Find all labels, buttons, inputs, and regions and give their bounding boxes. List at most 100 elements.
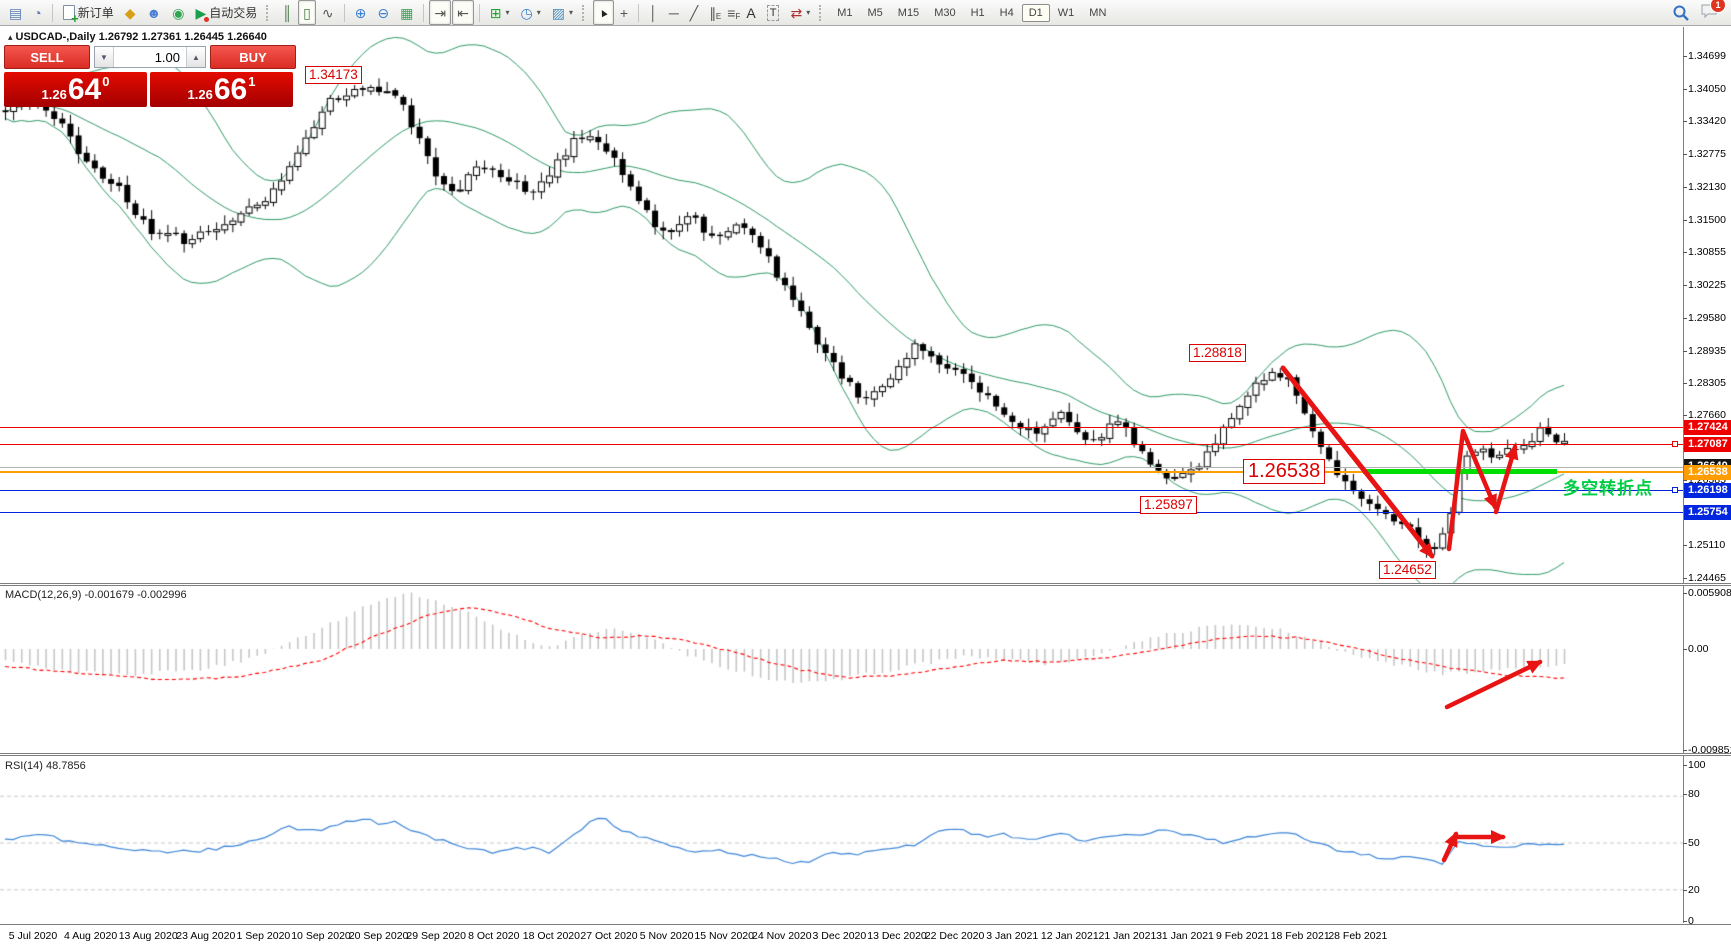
horizontal-line-button[interactable]: ─ (664, 0, 684, 25)
new-chart-button[interactable]: ⊞ ▾ (485, 0, 515, 25)
level-line-1.27424[interactable] (0, 427, 1683, 428)
zoom-in-button[interactable]: ⊕ (350, 0, 372, 25)
fibonacci-button[interactable]: ≡ F (722, 0, 740, 25)
bar-chart-button[interactable]: ║ (277, 0, 297, 25)
timeframe-m30-button[interactable]: M30 (934, 6, 956, 19)
timeframe-h1-button[interactable]: H1 (970, 6, 985, 19)
price-annotation[interactable]: 1.28818 (1189, 344, 1246, 362)
level-line-1.26538[interactable] (0, 471, 1683, 473)
date-tick: 9 Feb 2021 (1216, 930, 1270, 942)
chart-shift-button[interactable]: ⇤ (452, 0, 474, 25)
axis-tick: 1.32775 (1683, 148, 1726, 160)
chevron-down-icon[interactable]: ▾ (505, 8, 510, 17)
timeframe-d1-button[interactable]: D1 (1021, 3, 1050, 22)
macd-rsi-separator[interactable] (0, 753, 1731, 756)
autotrading-button[interactable]: ▶ 自动交易 (190, 0, 262, 25)
signals-button[interactable]: ◉ (167, 0, 189, 25)
axis-tick: 1.34699 (1683, 50, 1726, 62)
notifications-button[interactable]: 1 (1700, 0, 1726, 24)
buy-price-pip: 1 (248, 74, 256, 89)
chevron-down-icon[interactable]: ▾ (536, 8, 541, 17)
rsi-chart-canvas[interactable] (0, 756, 1683, 923)
cursor-button[interactable]: ▲ (593, 0, 614, 25)
time-axis[interactable]: 5 Jul 2020 4 Aug 2020 13 Aug 2020 23 Aug 20… (0, 924, 1731, 950)
timeframe-w1-button[interactable]: W1 (1057, 6, 1075, 19)
price-tag-1.26198: 1.26198 (1684, 483, 1731, 498)
axis-tick: 80 (1683, 788, 1700, 800)
tile-windows-button[interactable]: ▦ (395, 0, 418, 25)
new-order-button[interactable]: + 新订单 (58, 0, 119, 25)
volume-stepper: ▼ 1.00 ▲ (94, 46, 206, 68)
axis-tick: 0.005908 (1683, 587, 1731, 599)
history-center-icon: ◆ (124, 4, 136, 21)
level-line-1.25754[interactable] (0, 512, 1683, 513)
text-button[interactable]: A (741, 0, 760, 25)
chart-macd-separator[interactable] (0, 583, 1731, 586)
autotrading-button: ▶ (195, 4, 209, 22)
price-annotation[interactable]: 1.24652 (1379, 561, 1436, 579)
timeframe-m15-button[interactable]: M15 (897, 6, 920, 19)
date-tick: 21 Jan 2021 (1098, 930, 1157, 942)
equidistant-channel-button[interactable]: ∥ E (704, 0, 721, 25)
sell-price-pip: 0 (102, 74, 110, 89)
date-tick: 18 Oct 2020 (522, 930, 580, 942)
vertical-line-icon: │ (649, 4, 658, 21)
price-annotation[interactable]: 1.26538 (1243, 459, 1326, 484)
plus-icon: + (71, 11, 79, 26)
vertical-line-button[interactable]: │ (644, 0, 663, 25)
date-tick: 5 Nov 2020 (639, 930, 694, 942)
volume-down-icon[interactable]: ▼ (95, 47, 114, 67)
history-center-button[interactable]: ◆ (120, 0, 141, 25)
timeframe-m1-button[interactable]: M1 (837, 6, 853, 19)
buy-price-box[interactable]: 1.26 66 1 (150, 72, 293, 107)
sell-price-box[interactable]: 1.26 64 0 (4, 72, 147, 107)
auto-scroll-button[interactable]: ⇥ (429, 0, 452, 25)
timeframe-m5-button[interactable]: M5 (867, 6, 883, 19)
horizontal-line-icon: ─ (668, 4, 679, 21)
crosshair-button[interactable]: + (615, 0, 633, 25)
level-line-1.26198[interactable] (0, 490, 1683, 491)
candlestick-chart-button[interactable]: ▯ (298, 0, 316, 25)
tile-windows-icon: ▦ (400, 4, 414, 21)
date-tick: 3 Jan 2021 (986, 930, 1039, 942)
price-chart-canvas[interactable] (0, 27, 1683, 584)
chart-window-button[interactable]: ▤ (4, 0, 27, 25)
strategy-tester-button[interactable]: ◔ (28, 0, 46, 25)
chevron-down-icon[interactable]: ▾ (806, 8, 811, 17)
sell-button[interactable]: SELL (4, 45, 90, 69)
date-tick: 5 Jul 2020 (8, 930, 58, 942)
toolbar-separator (343, 3, 345, 22)
volume-field[interactable]: 1.00 (154, 49, 180, 65)
periodicity-button[interactable]: ◷ ▾ (516, 0, 546, 25)
axis-tick: 1.28935 (1683, 345, 1726, 357)
axis-tick: 1.28305 (1683, 377, 1726, 389)
level-line-1.26640[interactable] (0, 467, 1683, 468)
chart-collapse-icon[interactable]: ▴ (8, 32, 13, 42)
search-icon[interactable] (1672, 4, 1690, 22)
zoom-out-button[interactable]: ⊖ (372, 0, 394, 25)
buy-button[interactable]: BUY (210, 45, 296, 69)
macd-chart-canvas[interactable] (0, 586, 1683, 753)
template-button[interactable]: ▨ ▾ (547, 0, 578, 25)
line-chart-button[interactable]: ∿ (317, 0, 339, 25)
one-click-trading-panel: SELL ▼ 1.00 ▲ BUY 1.26 64 0 1.26 66 1 (4, 45, 296, 107)
line-anchor-marker[interactable] (1672, 487, 1678, 493)
arrows-button[interactable]: ⇄ ▾ (785, 0, 815, 25)
text-label-button[interactable]: T (762, 0, 785, 25)
date-tick: 12 Jan 2021 (1040, 930, 1099, 942)
toolbar-grip[interactable] (819, 4, 824, 21)
toolbar-grip[interactable] (266, 4, 271, 21)
chevron-down-icon[interactable]: ▾ (569, 8, 574, 17)
timeframe-h4-button[interactable]: H4 (999, 6, 1014, 19)
timeframe-mn-button[interactable]: MN (1089, 6, 1107, 19)
toolbar-grip[interactable] (582, 4, 587, 21)
volume-up-icon[interactable]: ▲ (186, 47, 205, 67)
level-line-1.27087[interactable] (0, 444, 1683, 445)
trendline-button[interactable]: ╱ (685, 0, 703, 25)
line-anchor-marker[interactable] (1672, 441, 1678, 447)
axis-tick: 1.24465 (1683, 572, 1726, 584)
price-annotation[interactable]: 1.34173 (305, 66, 362, 84)
contacts-button[interactable]: ☻ (142, 0, 167, 25)
support-line-green[interactable] (1363, 469, 1557, 474)
price-annotation[interactable]: 1.25897 (1140, 496, 1197, 514)
